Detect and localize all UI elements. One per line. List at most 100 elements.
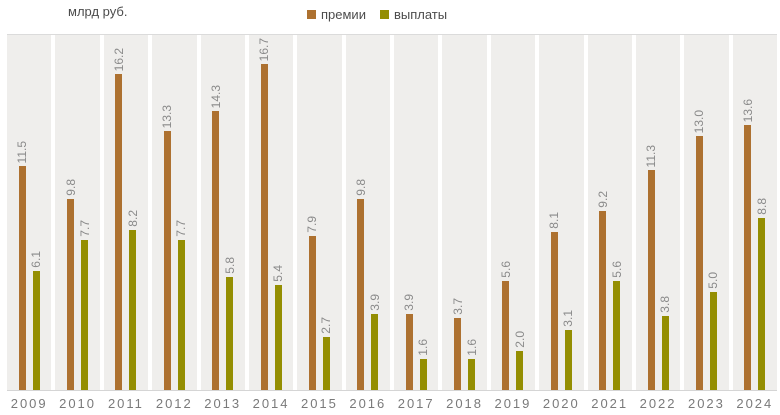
bar-value-label-premiums-2013: 14.3: [208, 84, 223, 108]
bar-value-label-payouts-2010: 7.7: [77, 220, 92, 237]
bar-payouts-2013: 5.8: [223, 257, 237, 390]
bar-premiums-2019: 5.6: [499, 261, 513, 390]
category-band-2020: 8.1 3.1: [539, 35, 584, 390]
bar-premiums-2010: 9.8: [64, 179, 78, 390]
bar-value-label-payouts-2015: 2.7: [319, 317, 334, 334]
x-axis-label-2012: 2012: [155, 396, 193, 411]
bar-payouts-2011: 8.2: [126, 210, 140, 390]
bar-premiums-2012: 13.3: [160, 105, 174, 390]
bar-premiums-2016: 9.8: [354, 179, 368, 390]
legend-label-payouts: выплаты: [393, 7, 448, 22]
x-axis-label-2016: 2016: [349, 396, 387, 411]
bar-value-label-premiums-2018: 3.7: [450, 298, 465, 315]
bar-premiums-2022: 11.3: [644, 145, 658, 390]
bar-premiums-2018: 3.7: [451, 298, 465, 390]
category-band-2012: 13.3 7.7: [152, 35, 197, 390]
bar-payouts-2023: 5.0: [706, 272, 720, 390]
x-axis-label-2019: 2019: [494, 396, 532, 411]
bar-value-label-premiums-2014: 16.7: [257, 37, 272, 61]
bar-value-label-payouts-2019: 2.0: [512, 331, 527, 348]
bar-premiums-2015: 7.9: [305, 216, 319, 390]
bar-value-label-payouts-2011: 8.2: [125, 210, 140, 227]
bar-payouts-2020: 3.1: [561, 310, 575, 390]
bar-value-label-premiums-2020: 8.1: [547, 212, 562, 229]
x-axis-label-2013: 2013: [204, 396, 242, 411]
bar-value-label-premiums-2015: 7.9: [305, 216, 320, 233]
bar-value-label-payouts-2023: 5.0: [706, 272, 721, 289]
bar-premiums-2021: 9.2: [596, 191, 610, 390]
bar-premiums-2023: 13.0: [692, 110, 706, 390]
bar-premiums-2017: 3.9: [402, 294, 416, 390]
bar-payouts-2021: 5.6: [610, 261, 624, 390]
bar-value-label-premiums-2019: 5.6: [498, 261, 513, 278]
bar-value-label-premiums-2021: 9.2: [595, 191, 610, 208]
bar-value-label-payouts-2022: 3.8: [658, 296, 673, 313]
x-axis-label-2014: 2014: [252, 396, 290, 411]
x-axis-label-2010: 2010: [59, 396, 97, 411]
bar-payouts-2022: 3.8: [658, 296, 672, 390]
category-band-2010: 9.8 7.7: [55, 35, 100, 390]
bar-premiums-2024: 13.6: [741, 99, 755, 390]
category-band-2019: 5.6 2.0: [490, 35, 536, 390]
x-axis-label-2020: 2020: [542, 396, 580, 411]
legend: премии выплаты: [307, 7, 447, 22]
x-axis-label-2015: 2015: [300, 396, 338, 411]
bar-value-label-premiums-2012: 13.3: [160, 104, 175, 128]
x-axis: 2009 2010 2011 2012 2013 2014 2015 2016 2017 2018…: [7, 391, 777, 411]
x-axis-label-2017: 2017: [397, 396, 435, 411]
bar-value-label-premiums-2010: 9.8: [63, 179, 78, 196]
bar-premiums-2014: 16.7: [257, 38, 271, 390]
bar-premiums-2020: 8.1: [547, 212, 561, 390]
category-band-2023: 13.0 5.0: [684, 35, 729, 390]
bar-payouts-2009: 6.1: [29, 251, 43, 390]
x-axis-label-2011: 2011: [107, 396, 144, 411]
bar-payouts-2016: 3.9: [368, 294, 382, 390]
bar-value-label-payouts-2014: 5.4: [271, 265, 286, 282]
bar-value-label-payouts-2018: 1.6: [464, 339, 479, 356]
bar-premiums-2011: 16.2: [112, 48, 126, 390]
plot-area: 11.5 6.1 9.8 7.7 16.2 8.2 13.3 7.7 14.3 5.8 16.7 5.…: [7, 34, 777, 391]
category-band-2013: 14.3 5.8: [200, 35, 245, 390]
premiums-swatch-icon: [307, 10, 316, 19]
bar-payouts-2012: 7.7: [174, 220, 188, 390]
x-axis-label-2021: 2021: [591, 396, 629, 411]
bar-value-label-payouts-2012: 7.7: [174, 220, 189, 237]
bar-premiums-2009: 11.5: [15, 141, 29, 390]
x-axis-label-2022: 2022: [639, 396, 677, 411]
bar-value-label-premiums-2024: 13.6: [740, 98, 755, 122]
bar-payouts-2010: 7.7: [78, 220, 92, 390]
x-axis-label-2018: 2018: [446, 396, 484, 411]
y-axis-unit-label: млрд руб.: [68, 4, 128, 19]
bar-payouts-2024: 8.8: [755, 198, 769, 390]
bar-value-label-payouts-2021: 5.6: [609, 261, 624, 278]
bar-payouts-2019: 2.0: [513, 331, 527, 390]
category-band-2016: 9.8 3.9: [345, 35, 390, 390]
category-band-2009: 11.5 6.1: [7, 35, 52, 390]
category-band-2021: 9.2 5.6: [587, 35, 632, 390]
x-axis-label-2024: 2024: [736, 396, 774, 411]
bar-value-label-payouts-2016: 3.9: [367, 294, 382, 311]
bar-payouts-2014: 5.4: [271, 265, 285, 390]
category-band-2014: 16.7 5.4: [248, 35, 294, 390]
x-axis-label-2023: 2023: [687, 396, 725, 411]
payouts-swatch-icon: [379, 10, 389, 19]
category-band-2024: 13.6 8.8: [732, 35, 777, 390]
bar-value-label-payouts-2024: 8.8: [754, 198, 769, 215]
bar-value-label-premiums-2023: 13.0: [692, 109, 707, 133]
bar-value-label-premiums-2022: 11.3: [644, 144, 659, 167]
category-band-2015: 7.9 2.7: [297, 35, 342, 390]
bar-value-label-payouts-2013: 5.8: [222, 257, 237, 274]
x-axis-label-2009: 2009: [10, 396, 48, 411]
bar-premiums-2013: 14.3: [209, 85, 223, 390]
bar-payouts-2018: 1.6: [465, 339, 479, 390]
bar-value-label-payouts-2009: 6.1: [29, 251, 44, 268]
category-band-2018: 3.7 1.6: [442, 35, 487, 390]
bar-value-label-premiums-2016: 9.8: [353, 179, 368, 196]
legend-item-payouts: выплаты: [379, 7, 448, 22]
category-band-2017: 3.9 1.6: [394, 35, 439, 390]
bar-value-label-payouts-2020: 3.1: [561, 310, 576, 327]
bar-value-label-premiums-2011: 16.2: [111, 47, 126, 71]
bar-payouts-2017: 1.6: [416, 339, 430, 390]
bar-value-label-premiums-2017: 3.9: [402, 294, 417, 311]
